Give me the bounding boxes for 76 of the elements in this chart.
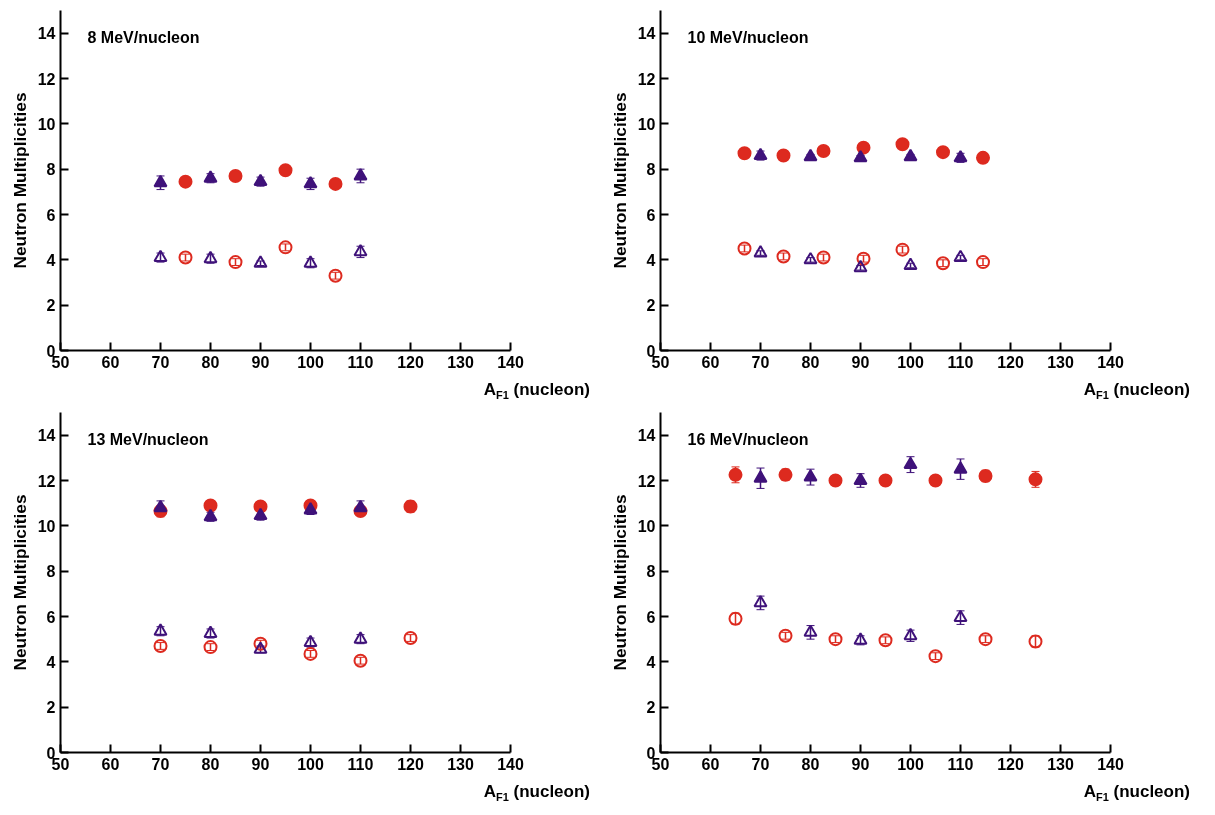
x-tick-label: 110 <box>947 353 974 371</box>
y-tick-label: 4 <box>46 653 56 671</box>
x-tick-label: 60 <box>101 755 120 773</box>
x-tick-label: 130 <box>1047 755 1074 773</box>
y-tick-label: 10 <box>37 115 56 133</box>
text: 13 MeV/nucleon <box>87 431 209 449</box>
x-tick-label: 130 <box>1047 353 1074 371</box>
x-tick-label: 130 <box>447 353 474 371</box>
y-axis-title: Neutron Multiplicities <box>9 494 30 671</box>
y-tick-label: 12 <box>37 70 56 88</box>
y-tick-label: 10 <box>637 115 656 133</box>
y-tick-label: 10 <box>37 517 56 535</box>
x-tick-label: 140 <box>497 353 524 371</box>
x-tick-label: 100 <box>897 755 924 773</box>
x-tick-label: 100 <box>897 353 924 371</box>
y-tick-label: 8 <box>646 161 656 179</box>
y-axis-title: Neutron Multiplicities <box>609 494 630 671</box>
y-tick-label: 10 <box>637 517 656 535</box>
x-tick-label: 120 <box>997 755 1024 773</box>
y-tick-label: 14 <box>37 25 56 43</box>
x-tick-label: 140 <box>497 755 524 773</box>
x-tick-label: 110 <box>947 755 974 773</box>
y-axis-title: Neutron Multiplicities <box>9 92 30 269</box>
x-tick-label: 70 <box>751 353 770 371</box>
x-tick-label: 100 <box>297 755 324 773</box>
x-tick-label: 90 <box>251 755 270 773</box>
x-tick-label: 80 <box>801 353 820 371</box>
x-axis-title: A$_{F1}$ (nucleon) <box>1083 379 1190 404</box>
x-tick-label: 60 <box>701 755 720 773</box>
x-tick-label: 130 <box>447 755 474 773</box>
x-tick-label: 70 <box>751 755 770 773</box>
text: 8 MeV/nucleon <box>87 29 200 47</box>
x-tick-label: 140 <box>1097 755 1124 773</box>
text: 16 MeV/nucleon <box>687 431 809 449</box>
y-tick-label: 4 <box>46 251 56 269</box>
y-tick-label: 6 <box>46 608 56 626</box>
y-tick-label: 6 <box>646 608 656 626</box>
x-tick-label: 70 <box>151 755 170 773</box>
y-tick-label: 2 <box>46 297 56 315</box>
x-tick-label: 60 <box>101 353 120 371</box>
y-axis-title: Neutron Multiplicities <box>609 92 630 269</box>
y-tick-label: 12 <box>637 472 656 490</box>
x-axis-title: A$_{F1}$ (nucleon) <box>483 379 590 404</box>
x-tick-label: 90 <box>251 353 270 371</box>
y-tick-label: 2 <box>646 297 656 315</box>
x-axis-title: A$_{F1}$ (nucleon) <box>483 781 590 806</box>
x-tick-label: 80 <box>201 353 220 371</box>
y-tick-label: 2 <box>46 699 56 717</box>
y-tick-label: 8 <box>646 563 656 581</box>
x-tick-label: 90 <box>851 755 870 773</box>
x-tick-label: 120 <box>397 755 424 773</box>
x-axis-title: A$_{F1}$ (nucleon) <box>1083 781 1190 806</box>
y-tick-label: 4 <box>646 251 656 269</box>
x-tick-label: 120 <box>397 353 424 371</box>
x-tick-label: 120 <box>997 353 1024 371</box>
y-tick-label: 6 <box>46 206 56 224</box>
x-tick-label: 110 <box>347 353 374 371</box>
y-tick-label: 14 <box>37 427 56 445</box>
y-tick-label: 14 <box>637 427 656 445</box>
y-tick-label: 6 <box>646 206 656 224</box>
x-tick-label: 60 <box>701 353 720 371</box>
x-tick-label: 80 <box>201 755 220 773</box>
y-tick-label: 12 <box>37 472 56 490</box>
x-tick-label: 110 <box>347 755 374 773</box>
y-tick-label: 2 <box>646 699 656 717</box>
y-tick-label: 14 <box>637 25 656 43</box>
y-tick-label: 8 <box>46 161 56 179</box>
x-tick-label: 70 <box>151 353 170 371</box>
text: 10 MeV/nucleon <box>687 29 809 47</box>
x-tick-label: 100 <box>297 353 324 371</box>
y-tick-label: 12 <box>637 70 656 88</box>
x-tick-label: 80 <box>801 755 820 773</box>
y-tick-label: 4 <box>646 653 656 671</box>
y-tick-label: 8 <box>46 563 56 581</box>
x-tick-label: 90 <box>851 353 870 371</box>
x-tick-label: 140 <box>1097 353 1124 371</box>
